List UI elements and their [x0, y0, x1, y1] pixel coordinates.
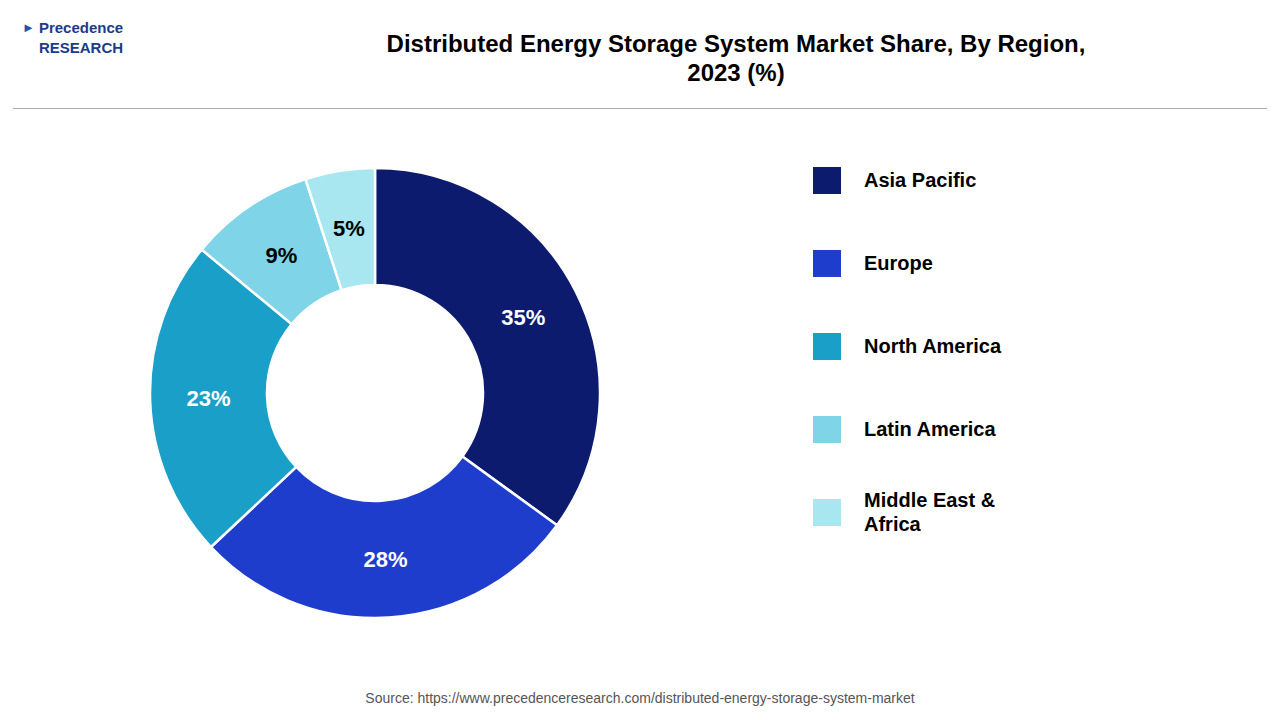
svg-text:9%: 9%: [266, 243, 298, 268]
svg-text:28%: 28%: [363, 547, 407, 572]
svg-text:23%: 23%: [187, 386, 231, 411]
html-text:► Precedence RESEARCH: ► Precedence RESEARCH: [22, 19, 124, 56]
html-text:Distributed Energy Storage Sys: Distributed Energy Storage System Market…: [386, 30, 1086, 86]
svg-text:35%: 35%: [501, 305, 545, 330]
svg-text:5%: 5%: [333, 216, 365, 241]
html-text:Europe: Europe: [864, 252, 933, 274]
html-text:Asia Pacific: Asia Pacific: [864, 169, 977, 191]
html-text:Source: https://www.precedence: Source: https://www.precedenceresearch.c…: [365, 690, 915, 706]
html-text:North America: North America: [864, 335, 1002, 357]
html-text:Latin America: Latin America: [864, 418, 996, 440]
html-text:Middle East & Africa: Middle East & Africa: [864, 489, 996, 535]
